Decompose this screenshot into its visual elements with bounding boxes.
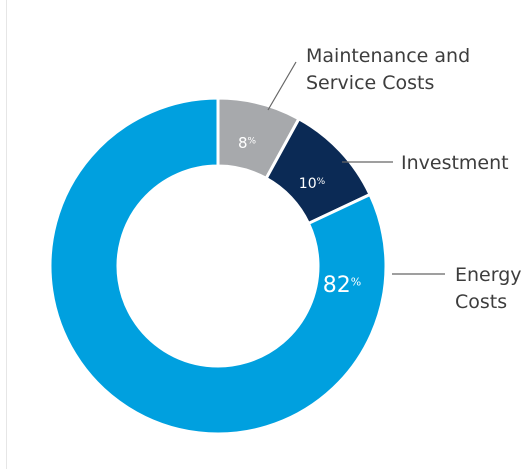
- slice-value-label-investment: 10%: [299, 176, 326, 192]
- slice-value-label-maintenance-and-service-costs: 8%: [238, 134, 257, 152]
- leader-lines: [267, 61, 445, 275]
- slice-value-label-energy-costs: 82%: [323, 273, 361, 298]
- callout-label-energy-costs: Energy Costs: [455, 264, 522, 313]
- leader-line-maintenance-and-service-costs: [267, 61, 297, 111]
- callout-label-maintenance-and-service-costs: Maintenance and Service Costs: [306, 45, 470, 94]
- callout-labels: Maintenance and Service Costs Investment En…: [306, 45, 522, 313]
- donut-slices: [48, 96, 388, 436]
- callout-label-investment: Investment: [401, 152, 509, 174]
- slice-value-labels: 8% 10% 82%: [238, 134, 361, 298]
- frame-left-rule: [6, 0, 7, 469]
- slice-energy-costs: [48, 96, 388, 436]
